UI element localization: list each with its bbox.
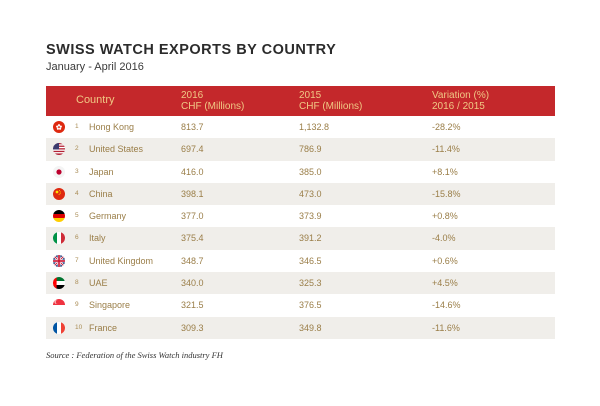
chart-title: SWISS WATCH EXPORTS BY COUNTRY bbox=[46, 42, 337, 58]
germany-flag-icon bbox=[53, 210, 65, 223]
row-variation: -11.6% bbox=[432, 322, 460, 333]
table-row: 6 Italy 375.4 391.2 -4.0% bbox=[46, 227, 555, 250]
row-value-2016: 416.0 bbox=[181, 166, 204, 177]
table-row: 1 Hong Kong 813.7 1,132.8 -28.2% bbox=[46, 116, 555, 138]
header-2016: 2016 CHF (Millions) bbox=[181, 90, 244, 112]
header-2015: 2015 CHF (Millions) bbox=[299, 90, 362, 112]
row-rank: 2 bbox=[75, 145, 79, 153]
row-rank: 1 bbox=[75, 123, 79, 130]
row-rank: 5 bbox=[75, 212, 79, 220]
row-value-2015: 385.0 bbox=[299, 166, 322, 177]
row-value-2015: 325.3 bbox=[299, 278, 322, 289]
japan-flag-icon bbox=[53, 165, 65, 178]
row-country: France bbox=[89, 322, 118, 333]
uae-flag-icon bbox=[53, 277, 65, 290]
row-value-2015: 1,132.8 bbox=[299, 122, 330, 132]
row-value-2015: 473.0 bbox=[299, 188, 322, 199]
row-value-2016: 375.4 bbox=[181, 233, 204, 244]
row-country: Singapore bbox=[89, 300, 131, 311]
table-row: 3 Japan 416.0 385.0 +8.1% bbox=[46, 161, 555, 183]
row-rank: 9 bbox=[75, 301, 79, 309]
united-kingdom-flag-icon bbox=[53, 254, 65, 267]
table-row: 7 United Kingdom 348.7 346.5 +0.6% bbox=[46, 250, 555, 272]
table-row: 4 China 398.1 473.0 -15.8% bbox=[46, 182, 555, 206]
table-row: 5 Germany 377.0 373.9 +0.8% bbox=[46, 205, 555, 227]
header-variation-title: Variation (%) bbox=[432, 90, 490, 101]
header-2015-year: 2015 bbox=[299, 90, 322, 101]
row-value-2016: 309.3 bbox=[181, 322, 204, 333]
row-variation: -15.8% bbox=[432, 188, 461, 199]
row-rank: 8 bbox=[75, 279, 79, 287]
table-row: 2 United States 697.4 786.9 -11.4% bbox=[46, 138, 555, 161]
header-country: Country bbox=[76, 94, 115, 106]
united-states-flag-icon bbox=[53, 143, 65, 156]
header-2015-unit: CHF (Millions) bbox=[299, 101, 363, 112]
france-flag-icon bbox=[53, 321, 65, 334]
row-variation: -11.4% bbox=[432, 144, 460, 155]
row-country: China bbox=[89, 188, 113, 199]
row-variation: +0.8% bbox=[432, 211, 458, 222]
row-rank: 7 bbox=[75, 256, 79, 264]
china-flag-icon bbox=[53, 187, 65, 200]
header-variation: Variation (%) 2016 / 2015 bbox=[432, 90, 489, 112]
row-variation: +8.1% bbox=[432, 166, 458, 177]
row-value-2016: 398.1 bbox=[181, 188, 204, 199]
row-value-2016: 348.7 bbox=[181, 255, 204, 266]
table-header: Country 2016 CHF (Millions) 2015 CHF (Mi… bbox=[46, 86, 555, 116]
row-value-2015: 373.9 bbox=[299, 211, 322, 222]
row-rank: 4 bbox=[75, 189, 79, 197]
row-value-2016: 377.0 bbox=[181, 211, 204, 222]
exports-table: Country 2016 CHF (Millions) 2015 CHF (Mi… bbox=[46, 86, 555, 339]
row-value-2016: 813.7 bbox=[181, 122, 204, 132]
row-rank: 3 bbox=[75, 167, 79, 175]
chart-subtitle: January - April 2016 bbox=[46, 61, 144, 73]
row-variation: -28.2% bbox=[432, 122, 461, 132]
hong-kong-flag-icon bbox=[53, 121, 65, 133]
row-value-2016: 340.0 bbox=[181, 278, 204, 289]
header-2016-year: 2016 bbox=[181, 90, 204, 101]
row-variation: +4.5% bbox=[432, 278, 458, 289]
row-country: Hong Kong bbox=[89, 122, 135, 132]
italy-flag-icon bbox=[53, 232, 65, 245]
table-row: 10 France 309.3 349.8 -11.6% bbox=[46, 316, 555, 339]
row-variation: +0.6% bbox=[432, 255, 458, 266]
row-value-2015: 346.5 bbox=[299, 255, 322, 266]
table-row: 8 UAE 340.0 325.3 +4.5% bbox=[46, 272, 555, 295]
row-rank: 6 bbox=[75, 234, 79, 242]
row-variation: -4.0% bbox=[432, 233, 456, 244]
row-country: Italy bbox=[89, 233, 106, 244]
header-variation-period: 2016 / 2015 bbox=[432, 101, 485, 112]
row-rank: 10 bbox=[75, 323, 83, 331]
singapore-flag-icon bbox=[53, 299, 65, 312]
row-value-2015: 391.2 bbox=[299, 233, 322, 244]
row-country: UAE bbox=[89, 278, 108, 289]
row-value-2015: 376.5 bbox=[299, 300, 322, 311]
row-country: Japan bbox=[89, 166, 114, 177]
row-country: Germany bbox=[89, 211, 127, 222]
source-note: Source : Federation of the Swiss Watch i… bbox=[46, 350, 223, 360]
row-country: United Kingdom bbox=[89, 255, 154, 266]
table-body: 1 Hong Kong 813.7 1,132.8 -28.2% 2 United Stat… bbox=[46, 116, 555, 339]
row-value-2016: 321.5 bbox=[181, 300, 204, 311]
row-value-2015: 349.8 bbox=[299, 322, 322, 333]
header-2016-unit: CHF (Millions) bbox=[181, 101, 245, 112]
table-row: 9 Singapore 321.5 376.5 -14.6% bbox=[46, 294, 555, 316]
row-value-2016: 697.4 bbox=[181, 144, 204, 155]
row-country: United States bbox=[89, 144, 144, 155]
row-value-2015: 786.9 bbox=[299, 144, 322, 155]
row-variation: -14.6% bbox=[432, 300, 461, 311]
